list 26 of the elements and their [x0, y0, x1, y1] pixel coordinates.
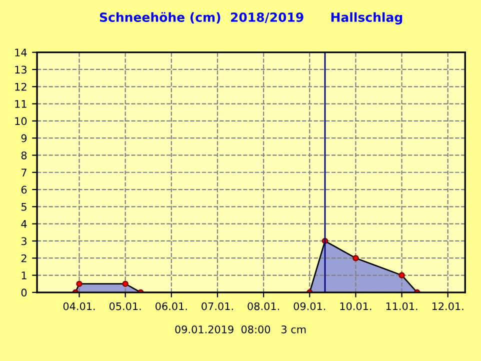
- y-tick-label: 12: [15, 82, 26, 91]
- y-tick-label: 10: [15, 117, 27, 126]
- x-tick-label: 08.01.: [248, 302, 279, 310]
- x-tick-label: 10.01.: [340, 302, 372, 310]
- chart-title: Schneehöhe (cm) 2018/2019 Hallschlag: [100, 12, 402, 24]
- x-tick-label: 05.01.: [109, 302, 141, 310]
- y-tick-label: 6: [21, 186, 27, 194]
- x-tick-label: 12.01.: [432, 302, 464, 310]
- y-tick-label: 11: [15, 100, 26, 108]
- x-tick-label: 07.01.: [202, 302, 233, 310]
- x-tick-label: 11.01.: [386, 302, 418, 310]
- y-tick-label: 4: [21, 220, 27, 228]
- y-tick-label: 5: [21, 203, 26, 211]
- y-tick-label: 9: [21, 134, 27, 142]
- y-tick-label: 14: [15, 48, 27, 56]
- y-tick-label: 3: [21, 237, 26, 246]
- y-tick-label: 7: [22, 168, 26, 176]
- y-tick-label: 1: [22, 272, 26, 280]
- x-tick-label: 06.01.: [156, 302, 187, 310]
- x-tick-label: 09.01.: [294, 302, 326, 310]
- y-tick-label: 13: [15, 66, 26, 74]
- text: 09.01.2019 08:00 3 cm: [175, 325, 306, 334]
- y-tick-label: 2: [21, 254, 26, 262]
- x-tick-label: 04.01.: [63, 302, 95, 310]
- y-tick-label: 0: [21, 288, 27, 297]
- y-tick-label: 8: [21, 151, 27, 160]
